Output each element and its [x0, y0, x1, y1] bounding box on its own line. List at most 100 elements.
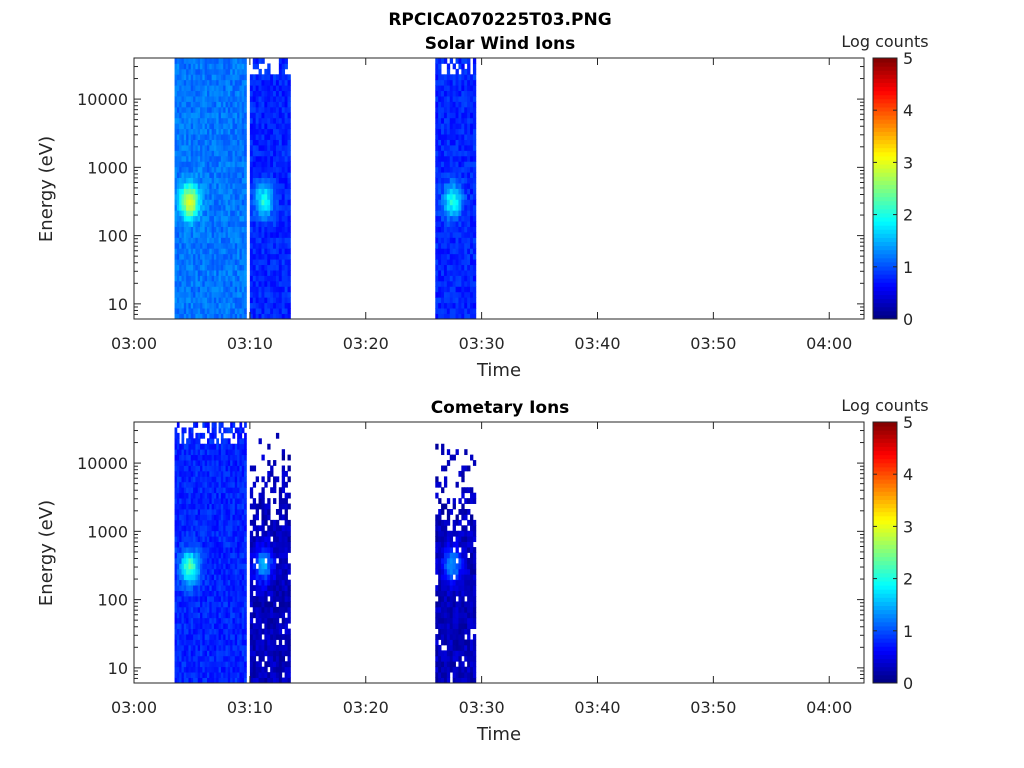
- pixel-cell: [244, 63, 247, 70]
- pixel-cell: [237, 308, 240, 314]
- pixel-cell: [270, 275, 274, 282]
- pixel-cell: [258, 568, 262, 575]
- pixel-cell: [275, 210, 280, 217]
- pixel-cell: [223, 286, 226, 293]
- pixel-cell: [227, 514, 231, 521]
- pixel-cell: [278, 601, 283, 608]
- pixel-cell: [239, 644, 243, 651]
- pixel-cell: [284, 242, 288, 249]
- pixel-cell: [211, 106, 215, 113]
- pixel-cell: [220, 106, 224, 113]
- colorbar-segment: [873, 127, 897, 132]
- pixel-cell: [183, 68, 187, 75]
- pixel-cell: [186, 487, 189, 494]
- pixel-cell: [281, 123, 286, 130]
- pixel-cell: [197, 183, 201, 189]
- pixel-cell: [227, 248, 231, 255]
- pixel-cell: [237, 58, 240, 64]
- pixel-cell: [218, 498, 222, 504]
- pixel-cell: [278, 112, 283, 119]
- pixel-cell: [202, 101, 206, 108]
- pixel-cell: [220, 552, 224, 559]
- pixel-cell: [218, 514, 222, 521]
- pixel-cell: [244, 590, 247, 597]
- pixel-cell: [213, 672, 217, 678]
- pixel-cell: [278, 579, 283, 586]
- pixel-cell: [207, 226, 210, 233]
- pixel-cell: [207, 650, 210, 657]
- pixel-cell: [287, 275, 291, 282]
- pixel-cell: [284, 547, 288, 553]
- pixel-cell: [225, 150, 229, 157]
- pixel-cell: [472, 286, 477, 293]
- pixel-cell: [223, 628, 226, 635]
- pixel-cell: [176, 530, 180, 537]
- pixel-cell: [461, 58, 465, 64]
- pixel-cell: [472, 166, 477, 173]
- pixel-cell: [211, 204, 215, 211]
- pixel-cell: [446, 150, 451, 157]
- pixel-cell: [179, 308, 182, 314]
- pixel-cell: [218, 590, 222, 597]
- pixel-cell: [193, 476, 196, 483]
- pixel-cell: [211, 460, 215, 466]
- pixel-cell: [204, 536, 208, 543]
- pixel-cell: [284, 579, 288, 586]
- pixel-cell: [197, 85, 201, 92]
- pixel-cell: [464, 232, 468, 238]
- pixel-cell: [186, 509, 189, 515]
- pixel-cell: [200, 525, 203, 532]
- pixel-cell: [213, 422, 217, 428]
- pixel-cell: [252, 79, 257, 86]
- pixel-cell: [261, 297, 265, 304]
- pixel-cell: [281, 215, 286, 222]
- pixel-cell: [234, 242, 238, 249]
- pixel-cell: [218, 270, 222, 276]
- pixel-cell: [200, 253, 203, 260]
- pixel-cell: [234, 270, 238, 276]
- pixel-cell: [234, 210, 238, 217]
- pixel-cell: [220, 302, 224, 309]
- pixel-cell: [220, 237, 224, 244]
- pixel-cell: [209, 579, 213, 586]
- pixel-cell: [202, 443, 206, 450]
- pixel-cell: [441, 639, 445, 646]
- pixel-cell: [284, 308, 288, 314]
- pixel-cell: [458, 79, 462, 86]
- pixel-cell: [275, 525, 280, 532]
- pixel-cell: [241, 672, 245, 678]
- pixel-cell: [223, 601, 226, 608]
- pixel-cell: [225, 519, 229, 526]
- pixel-cell: [281, 204, 286, 211]
- pixel-cell: [202, 172, 206, 179]
- pixel-cell: [176, 612, 180, 619]
- pixel-cell: [237, 199, 240, 206]
- pixel-cell: [244, 259, 247, 266]
- pixel-cell: [244, 221, 247, 227]
- pixel-cell: [275, 275, 280, 282]
- pixel-cell: [234, 547, 238, 553]
- pixel-cell: [261, 117, 265, 124]
- pixel-cell: [249, 123, 254, 130]
- pixel-cell: [225, 590, 229, 597]
- pixel-cell: [241, 650, 245, 657]
- pixel-cell: [464, 313, 468, 320]
- pixel-cell: [273, 204, 277, 211]
- pixel-cell: [443, 183, 448, 189]
- pixel-cell: [278, 166, 283, 173]
- pixel-cell: [281, 166, 286, 173]
- pixel-cell: [267, 601, 271, 608]
- pixel-cell: [249, 519, 254, 526]
- pixel-cell: [218, 536, 222, 543]
- pixel-cell: [284, 215, 288, 222]
- pixel-cell: [207, 661, 210, 668]
- pixel-cell: [252, 585, 257, 591]
- pixel-cell: [225, 291, 229, 298]
- pixel-cell: [200, 596, 203, 602]
- pixel-cell: [213, 264, 217, 271]
- pixel-cell: [197, 145, 201, 151]
- pixel-cell: [455, 106, 459, 113]
- pixel-cell: [211, 476, 215, 483]
- pixel-cell: [252, 101, 257, 108]
- pixel-cell: [174, 139, 178, 146]
